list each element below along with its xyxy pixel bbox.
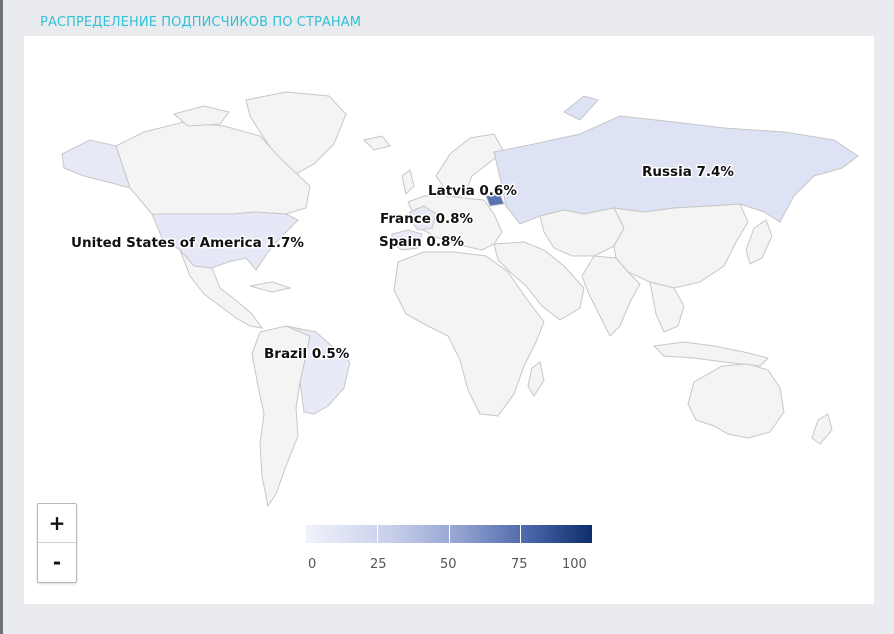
country-cuba[interactable] [249,281,292,293]
country-alaska[interactable] [61,139,131,189]
country-latvia[interactable] [485,193,505,207]
legend-divider [520,525,521,543]
legend-divider [449,525,450,543]
country-australia[interactable] [687,363,785,439]
zoom-out-button[interactable]: - [52,550,62,574]
country-japan[interactable] [745,219,773,265]
map-panel[interactable]: Russia 7.4% Latvia 0.6% France 0.8% Spai… [24,36,874,604]
world-map[interactable]: Russia 7.4% Latvia 0.6% France 0.8% Spai… [24,36,874,604]
country-madagascar[interactable] [527,361,545,397]
page-title: РАСПРЕДЕЛЕНИЕ ПОДПИСЧИКОВ ПО СТРАНАМ [40,15,362,30]
country-europe[interactable] [407,195,503,251]
legend-tick-label: 50 [440,557,457,572]
legend-tick-label: 25 [370,557,387,572]
country-canada-islands[interactable] [172,105,230,127]
label-latvia: Latvia 0.6% [428,183,517,199]
color-scale-legend [306,525,592,543]
country-new-zealand[interactable] [811,413,833,445]
country-india[interactable] [581,255,641,337]
country-united-kingdom[interactable] [401,169,415,195]
label-brazil: Brazil 0.5% [264,346,350,362]
country-greenland[interactable] [245,91,347,177]
label-france: France 0.8% [380,211,474,227]
country-middle-east[interactable] [493,241,585,321]
label-russia: Russia 7.4% [642,164,734,180]
country-spain[interactable] [391,229,423,251]
legend-divider [377,525,378,543]
country-southeast-asia[interactable] [649,281,685,333]
country-indonesia[interactable] [652,341,769,367]
zoom-in-button[interactable]: + [38,504,76,543]
country-russia-islands[interactable] [563,95,599,121]
country-china[interactable] [613,203,749,289]
legend-tick-label: 75 [511,557,528,572]
country-central-asia[interactable] [539,207,625,257]
label-spain: Spain 0.8% [379,234,464,250]
country-africa[interactable] [393,251,545,417]
window-frame-edge [0,0,3,634]
zoom-control: + - [37,503,77,583]
label-united-states: United States of America 1.7% [71,235,304,251]
country-iceland[interactable] [363,135,391,151]
legend-tick-label: 0 [308,557,317,572]
country-brazil[interactable] [285,325,351,415]
legend-tick-label: 100 [562,557,587,572]
country-france[interactable] [409,205,437,231]
country-mexico[interactable] [179,249,264,329]
